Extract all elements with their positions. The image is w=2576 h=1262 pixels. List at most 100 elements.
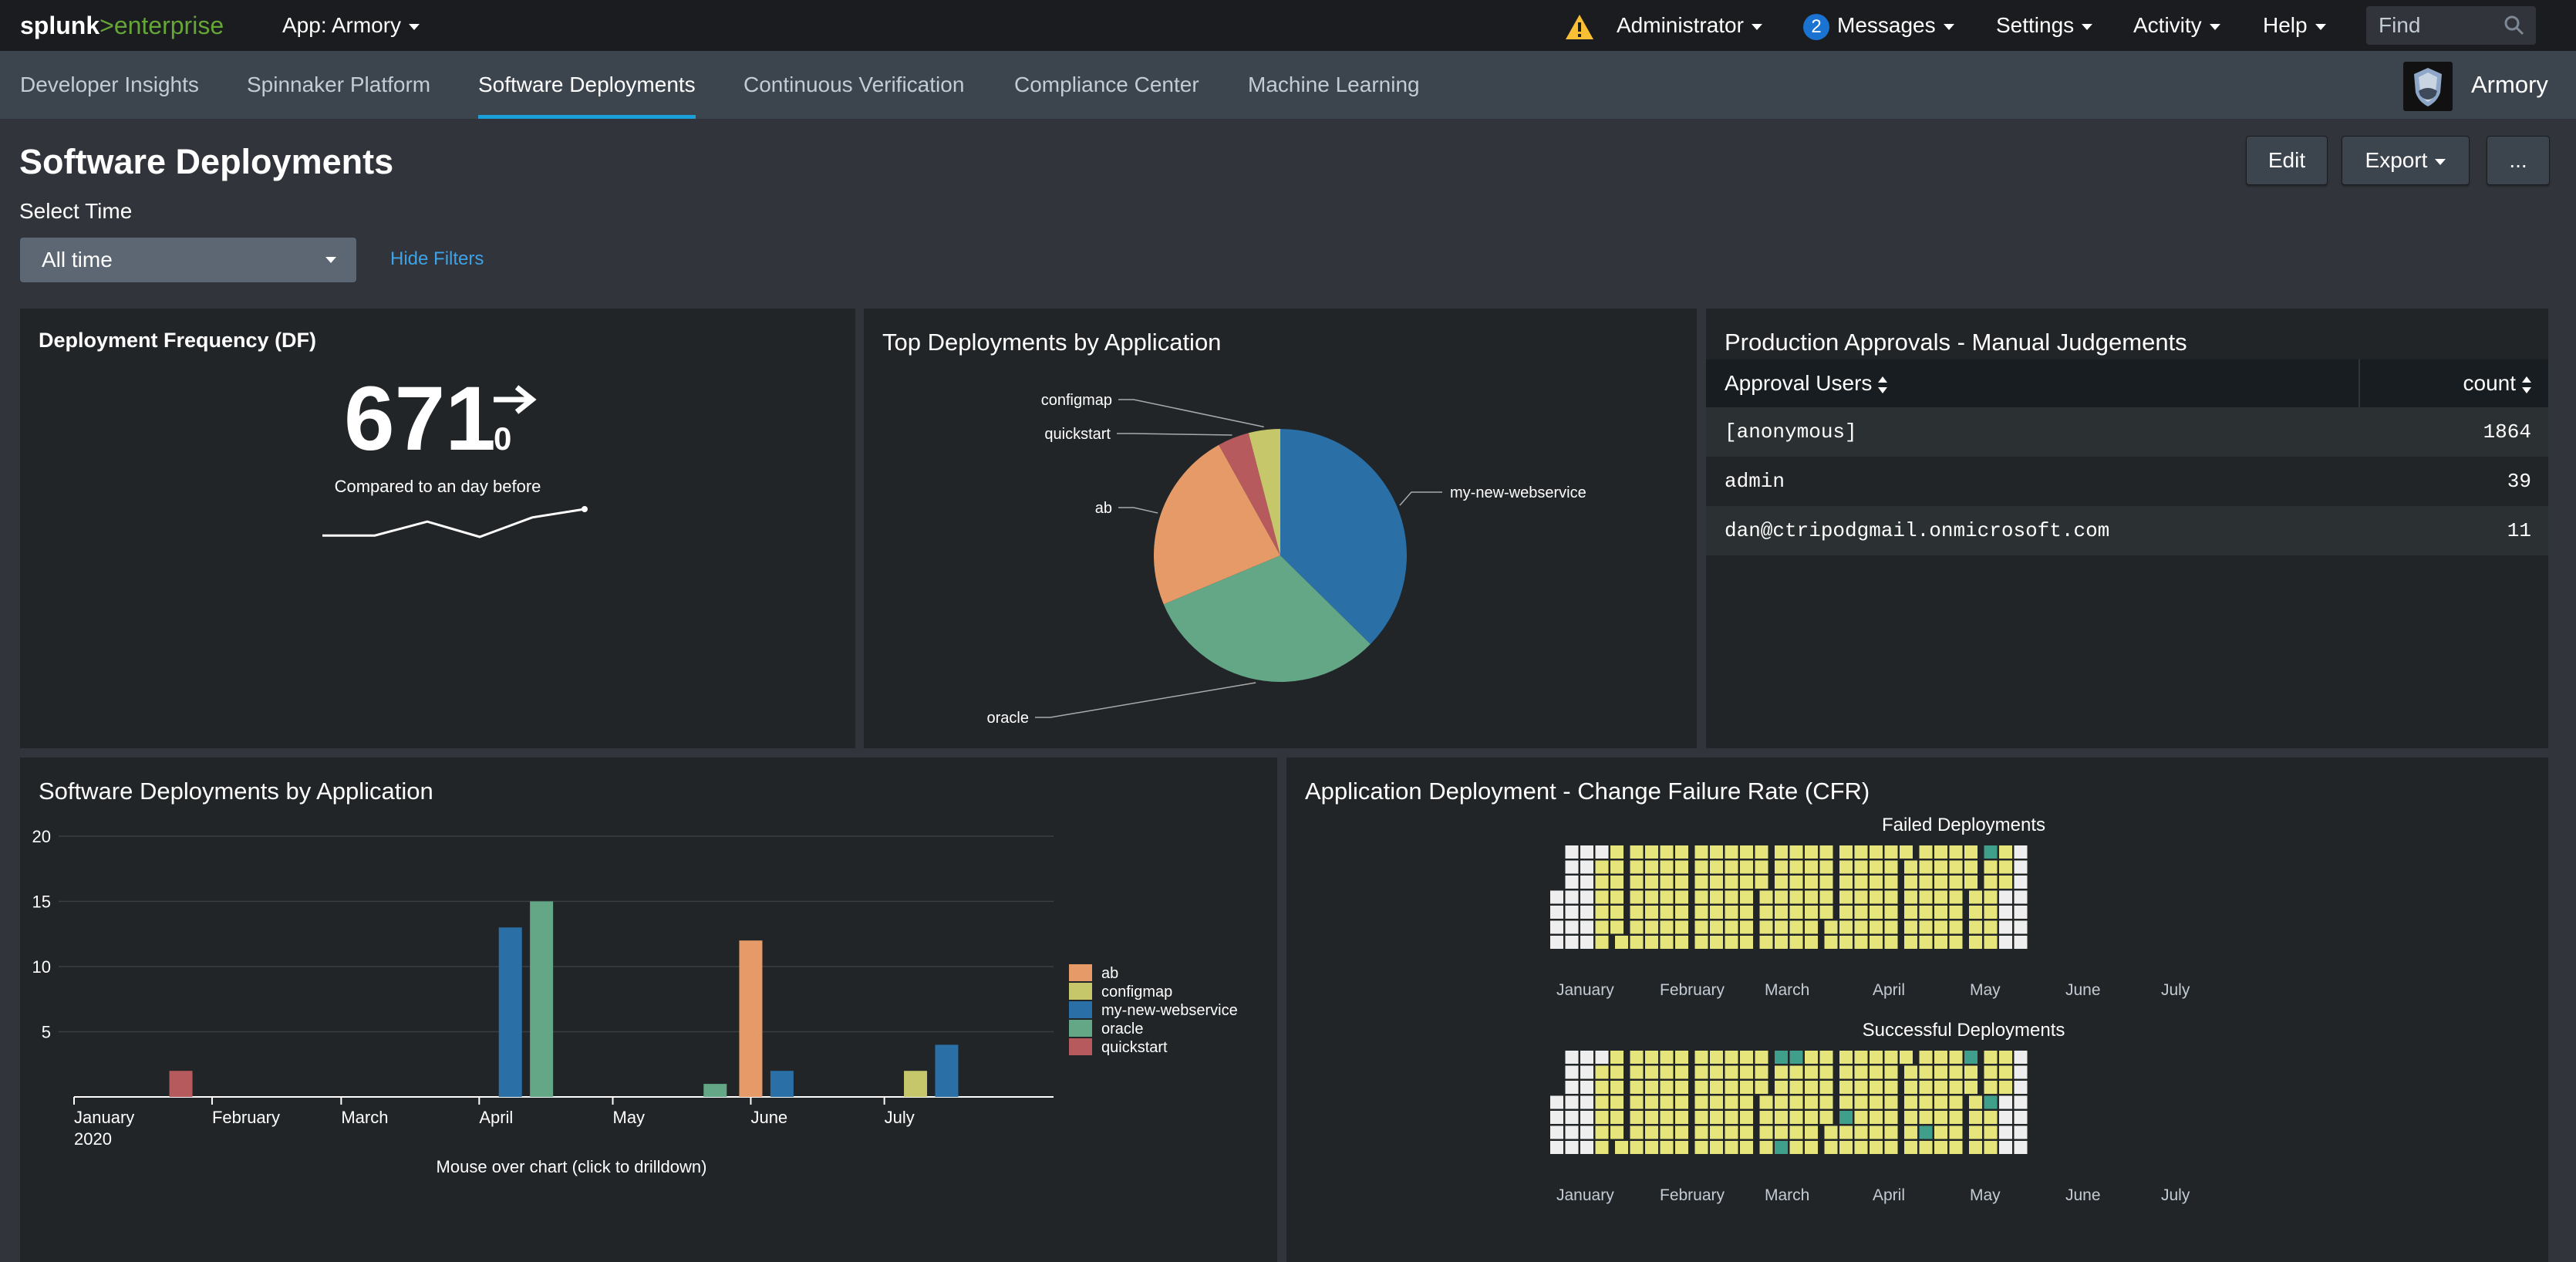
calendar-day-cell[interactable] bbox=[1580, 845, 1593, 859]
calendar-day-cell[interactable] bbox=[1789, 860, 1803, 874]
tab-continuous-verification[interactable]: Continuous Verification bbox=[743, 73, 965, 96]
calendar-day-cell[interactable] bbox=[1645, 860, 1658, 874]
calendar-day-cell[interactable] bbox=[1759, 1095, 1773, 1109]
calendar-day-cell[interactable] bbox=[1565, 920, 1579, 934]
calendar-day-cell[interactable] bbox=[1660, 1065, 1674, 1079]
pie-slice-oracle[interactable] bbox=[1163, 555, 1371, 682]
calendar-day-cell[interactable] bbox=[1819, 1095, 1833, 1109]
calendar-day-cell[interactable] bbox=[1755, 1065, 1768, 1079]
calendar-day-cell[interactable] bbox=[1884, 1051, 1898, 1064]
calendar-day-cell[interactable] bbox=[1789, 876, 1803, 889]
calendar-day-cell[interactable] bbox=[1884, 890, 1898, 904]
calendar-day-cell[interactable] bbox=[1550, 890, 1563, 904]
calendar-day-cell[interactable] bbox=[1725, 876, 1738, 889]
calendar-day-cell[interactable] bbox=[1694, 1095, 1708, 1109]
bar-configmap[interactable] bbox=[904, 1071, 928, 1097]
hide-filters-link[interactable]: Hide Filters bbox=[390, 248, 484, 269]
calendar-day-cell[interactable] bbox=[1755, 860, 1768, 874]
calendar-day-cell[interactable] bbox=[1775, 876, 1788, 889]
calendar-day-cell[interactable] bbox=[1984, 936, 1998, 949]
calendar-day-cell[interactable] bbox=[1595, 906, 1609, 919]
calendar-day-cell[interactable] bbox=[1565, 1081, 1579, 1094]
calendar-day-cell[interactable] bbox=[1565, 906, 1579, 919]
calendar-day-cell[interactable] bbox=[1870, 936, 1883, 949]
calendar-day-cell[interactable] bbox=[1870, 1051, 1883, 1064]
calendar-day-cell[interactable] bbox=[1775, 1125, 1788, 1139]
calendar-day-cell[interactable] bbox=[1999, 845, 2012, 859]
calendar-day-cell[interactable] bbox=[1595, 1051, 1609, 1064]
calendar-day-cell[interactable] bbox=[1884, 920, 1898, 934]
calendar-day-cell[interactable] bbox=[1934, 936, 1947, 949]
calendar-day-cell[interactable] bbox=[1740, 876, 1753, 889]
calendar-day-cell[interactable] bbox=[1949, 890, 1963, 904]
calendar-day-cell[interactable] bbox=[1969, 1125, 1982, 1139]
calendar-day-cell[interactable] bbox=[1660, 1141, 1674, 1154]
calendar-day-cell[interactable] bbox=[1819, 845, 1833, 859]
calendar-day-cell[interactable] bbox=[1789, 890, 1803, 904]
calendar-day-cell[interactable] bbox=[2014, 1051, 2028, 1064]
calendar-day-cell[interactable] bbox=[1725, 1125, 1738, 1139]
calendar-day-cell[interactable] bbox=[1660, 845, 1674, 859]
calendar-day-cell[interactable] bbox=[1949, 1065, 1963, 1079]
calendar-day-cell[interactable] bbox=[1839, 1141, 1853, 1154]
calendar-day-cell[interactable] bbox=[1884, 1111, 1898, 1124]
calendar-day-cell[interactable] bbox=[1934, 1051, 1947, 1064]
calendar-day-cell[interactable] bbox=[1969, 920, 1982, 934]
calendar-day-cell[interactable] bbox=[1819, 906, 1833, 919]
calendar-day-cell[interactable] bbox=[1630, 1081, 1644, 1094]
calendar-day-cell[interactable] bbox=[1775, 1051, 1788, 1064]
deployments-bar-chart[interactable]: 5 10 15 20 January February March April May June J… bbox=[20, 758, 1277, 1262]
calendar-day-cell[interactable] bbox=[1904, 1095, 1917, 1109]
pie-slice-configmap[interactable] bbox=[1248, 429, 1280, 555]
calendar-day-cell[interactable] bbox=[1824, 1141, 1838, 1154]
calendar-day-cell[interactable] bbox=[1969, 890, 1982, 904]
calendar-day-cell[interactable] bbox=[1999, 1051, 2012, 1064]
calendar-day-cell[interactable] bbox=[1919, 1125, 1933, 1139]
calendar-day-cell[interactable] bbox=[1919, 1081, 1933, 1094]
table-row[interactable]: admin 39 bbox=[1706, 457, 2548, 506]
column-count[interactable]: count bbox=[2463, 359, 2531, 407]
calendar-day-cell[interactable] bbox=[1824, 1125, 1838, 1139]
calendar-day-cell[interactable] bbox=[1775, 1081, 1788, 1094]
calendar-day-cell[interactable] bbox=[1580, 1141, 1593, 1154]
calendar-day-cell[interactable] bbox=[1854, 1111, 1868, 1124]
calendar-day-cell[interactable] bbox=[1595, 860, 1609, 874]
calendar-day-cell[interactable] bbox=[1660, 920, 1674, 934]
calendar-day-cell[interactable] bbox=[1740, 1111, 1753, 1124]
calendar-day-cell[interactable] bbox=[1755, 876, 1768, 889]
calendar-day-cell[interactable] bbox=[1595, 920, 1609, 934]
calendar-day-cell[interactable] bbox=[1789, 1125, 1803, 1139]
calendar-day-cell[interactable] bbox=[1949, 1081, 1963, 1094]
calendar-day-cell[interactable] bbox=[1949, 906, 1963, 919]
calendar-day-cell[interactable] bbox=[1630, 845, 1644, 859]
calendar-day-cell[interactable] bbox=[1789, 845, 1803, 859]
calendar-day-cell[interactable] bbox=[1919, 845, 1933, 859]
calendar-day-cell[interactable] bbox=[1969, 1111, 1982, 1124]
calendar-day-cell[interactable] bbox=[1759, 1125, 1773, 1139]
more-actions-button[interactable]: ... bbox=[2487, 136, 2550, 185]
calendar-day-cell[interactable] bbox=[1660, 1081, 1674, 1094]
calendar-day-cell[interactable] bbox=[1934, 1095, 1947, 1109]
calendar-day-cell[interactable] bbox=[1645, 1111, 1658, 1124]
calendar-day-cell[interactable] bbox=[1565, 876, 1579, 889]
calendar-day-cell[interactable] bbox=[1645, 876, 1658, 889]
calendar-day-cell[interactable] bbox=[1839, 906, 1853, 919]
calendar-day-cell[interactable] bbox=[1675, 1081, 1688, 1094]
calendar-day-cell[interactable] bbox=[1759, 920, 1773, 934]
calendar-day-cell[interactable] bbox=[1660, 1125, 1674, 1139]
calendar-day-cell[interactable] bbox=[1884, 936, 1898, 949]
calendar-day-cell[interactable] bbox=[1775, 845, 1788, 859]
calendar-day-cell[interactable] bbox=[1710, 890, 1723, 904]
calendar-day-cell[interactable] bbox=[1904, 906, 1917, 919]
calendar-day-cell[interactable] bbox=[1710, 936, 1723, 949]
calendar-day-cell[interactable] bbox=[1580, 860, 1593, 874]
calendar-day-cell[interactable] bbox=[1984, 860, 1998, 874]
calendar-day-cell[interactable] bbox=[1710, 1051, 1723, 1064]
calendar-day-cell[interactable] bbox=[1694, 1051, 1708, 1064]
calendar-day-cell[interactable] bbox=[1884, 1095, 1898, 1109]
calendar-day-cell[interactable] bbox=[1759, 1141, 1773, 1154]
calendar-day-cell[interactable] bbox=[1630, 906, 1644, 919]
calendar-day-cell[interactable] bbox=[1919, 936, 1933, 949]
export-button[interactable]: Export bbox=[2342, 136, 2470, 185]
calendar-day-cell[interactable] bbox=[1775, 906, 1788, 919]
